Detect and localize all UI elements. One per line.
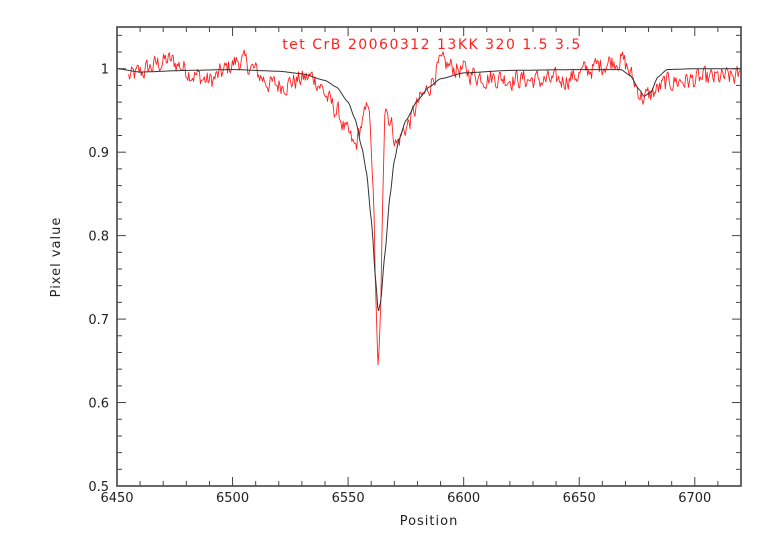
y-tick-label: 0.8	[88, 230, 109, 245]
x-tick-label: 6600	[447, 491, 480, 506]
y-tick-label: 0.6	[88, 397, 109, 412]
y-tick-label: 0.7	[88, 313, 109, 328]
y-axis-ticks: 0.5 0.6 0.7 0.8 0.9 1	[88, 34, 741, 495]
x-tick-label: 6650	[563, 491, 596, 506]
x-tick-label: 6700	[678, 491, 711, 506]
x-axis-ticks: 6450 6500 6550 6600 6650 6700	[100, 27, 742, 506]
x-tick-label: 6550	[332, 491, 365, 506]
x-tick-label: 6500	[216, 491, 249, 506]
x-tick-label: 6450	[100, 491, 133, 506]
model-spectrum-line	[116, 68, 741, 312]
plot-frame	[116, 26, 742, 487]
y-tick-label: 0.5	[88, 480, 109, 495]
observed-spectrum-line	[128, 49, 741, 366]
x-axis-label: Position	[400, 514, 459, 529]
chart-title: tet CrB 20060312 13KK 320 1.5 3.5	[282, 37, 582, 53]
y-axis-label: Pixel value	[49, 217, 64, 298]
y-tick-label: 0.9	[88, 146, 109, 161]
y-tick-label: 1	[101, 63, 109, 78]
